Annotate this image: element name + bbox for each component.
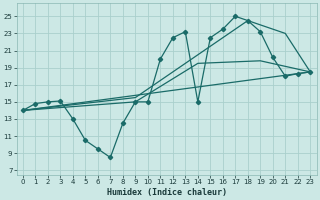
X-axis label: Humidex (Indice chaleur): Humidex (Indice chaleur) bbox=[107, 188, 227, 197]
